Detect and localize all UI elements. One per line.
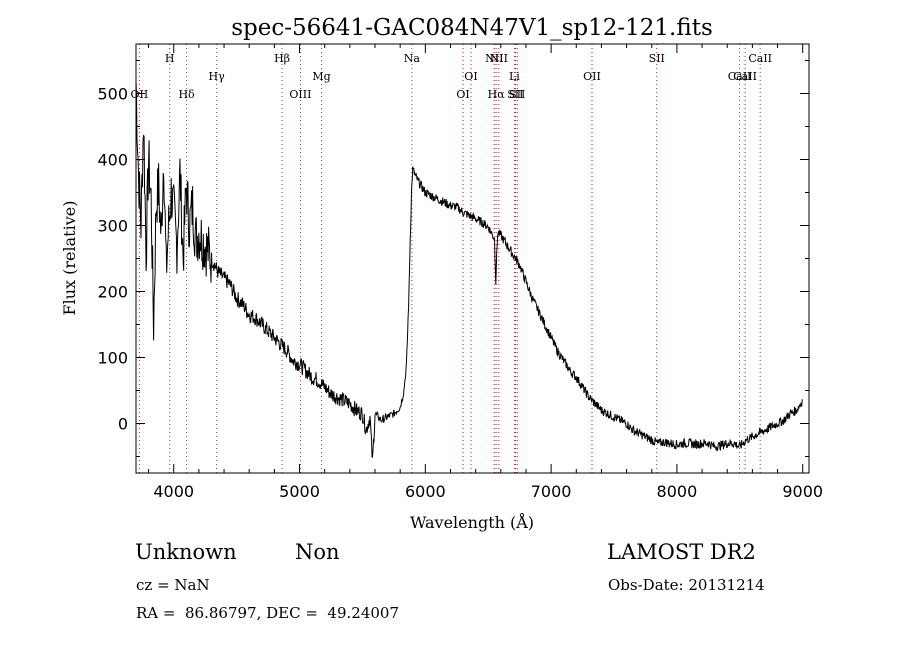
y-tick-label-2: 200: [97, 283, 128, 302]
y-tick-label-4: 400: [97, 151, 128, 170]
x-tick-label-5: 9000: [782, 482, 823, 501]
line-label-7: Na: [404, 52, 421, 65]
x-tick-label-3: 7000: [531, 482, 572, 501]
line-label-13: Li: [509, 70, 520, 83]
spectral-line-labels: OIIHHδHγHβOIIIMgNaOIOINIIHαNIILiSIISIIOI…: [131, 52, 772, 101]
x-tick-label-0: 4000: [153, 482, 194, 501]
line-label-14: SII: [507, 88, 523, 101]
y-tick-label-5: 500: [97, 85, 128, 104]
line-label-15: SII: [509, 88, 525, 101]
line-label-20: CaII: [748, 52, 772, 65]
line-label-10: NII: [485, 52, 503, 65]
line-label-19: CaII: [733, 70, 757, 83]
line-label-9: OI: [464, 70, 477, 83]
classification-label: Unknown: [135, 540, 237, 564]
x-tick-label-1: 5000: [279, 482, 320, 501]
spectral-line-markers: [138, 44, 761, 473]
line-label-3: Hγ: [209, 70, 226, 83]
x-tick-label-4: 8000: [657, 482, 698, 501]
line-label-2: Hδ: [178, 88, 195, 101]
line-label-5: OIII: [289, 88, 311, 101]
x-tick-label-2: 6000: [405, 482, 446, 501]
spectrum-line: [135, 80, 804, 458]
line-label-6: Mg: [312, 70, 330, 83]
survey-label: LAMOST DR2: [607, 540, 756, 564]
line-label-17: SII: [649, 52, 665, 65]
y-axis: 0 100 200 300 400 500: [97, 60, 809, 457]
line-label-11: Hα: [488, 88, 506, 101]
line-label-0: OII: [131, 88, 149, 101]
line-label-16: OII: [583, 70, 601, 83]
y-axis-label: Flux (relative): [60, 201, 79, 316]
x-axis-label: Wavelength (Å): [410, 512, 534, 532]
redshift-label: cz = NaN: [136, 576, 210, 594]
plot-frame: [135, 43, 810, 474]
line-label-12: NII: [490, 52, 508, 65]
y-tick-label-3: 300: [97, 217, 128, 236]
coordinates-label: RA = 86.86797, DEC = 49.24007: [136, 604, 400, 622]
line-label-4: Hβ: [274, 52, 290, 65]
y-tick-label-0: 0: [118, 415, 128, 434]
line-label-1: H: [165, 52, 175, 65]
y-tick-label-1: 100: [97, 349, 128, 368]
obs-date-label: Obs-Date: 20131214: [608, 576, 765, 594]
chart-title: spec-56641-GAC084N47V1_sp12-121.fits: [231, 15, 713, 41]
subclass-label: Non: [295, 540, 340, 564]
x-axis: 4000 5000 6000 7000 8000 9000: [148, 44, 823, 501]
line-label-18: CaII: [728, 70, 752, 83]
line-label-8: OI: [456, 88, 469, 101]
